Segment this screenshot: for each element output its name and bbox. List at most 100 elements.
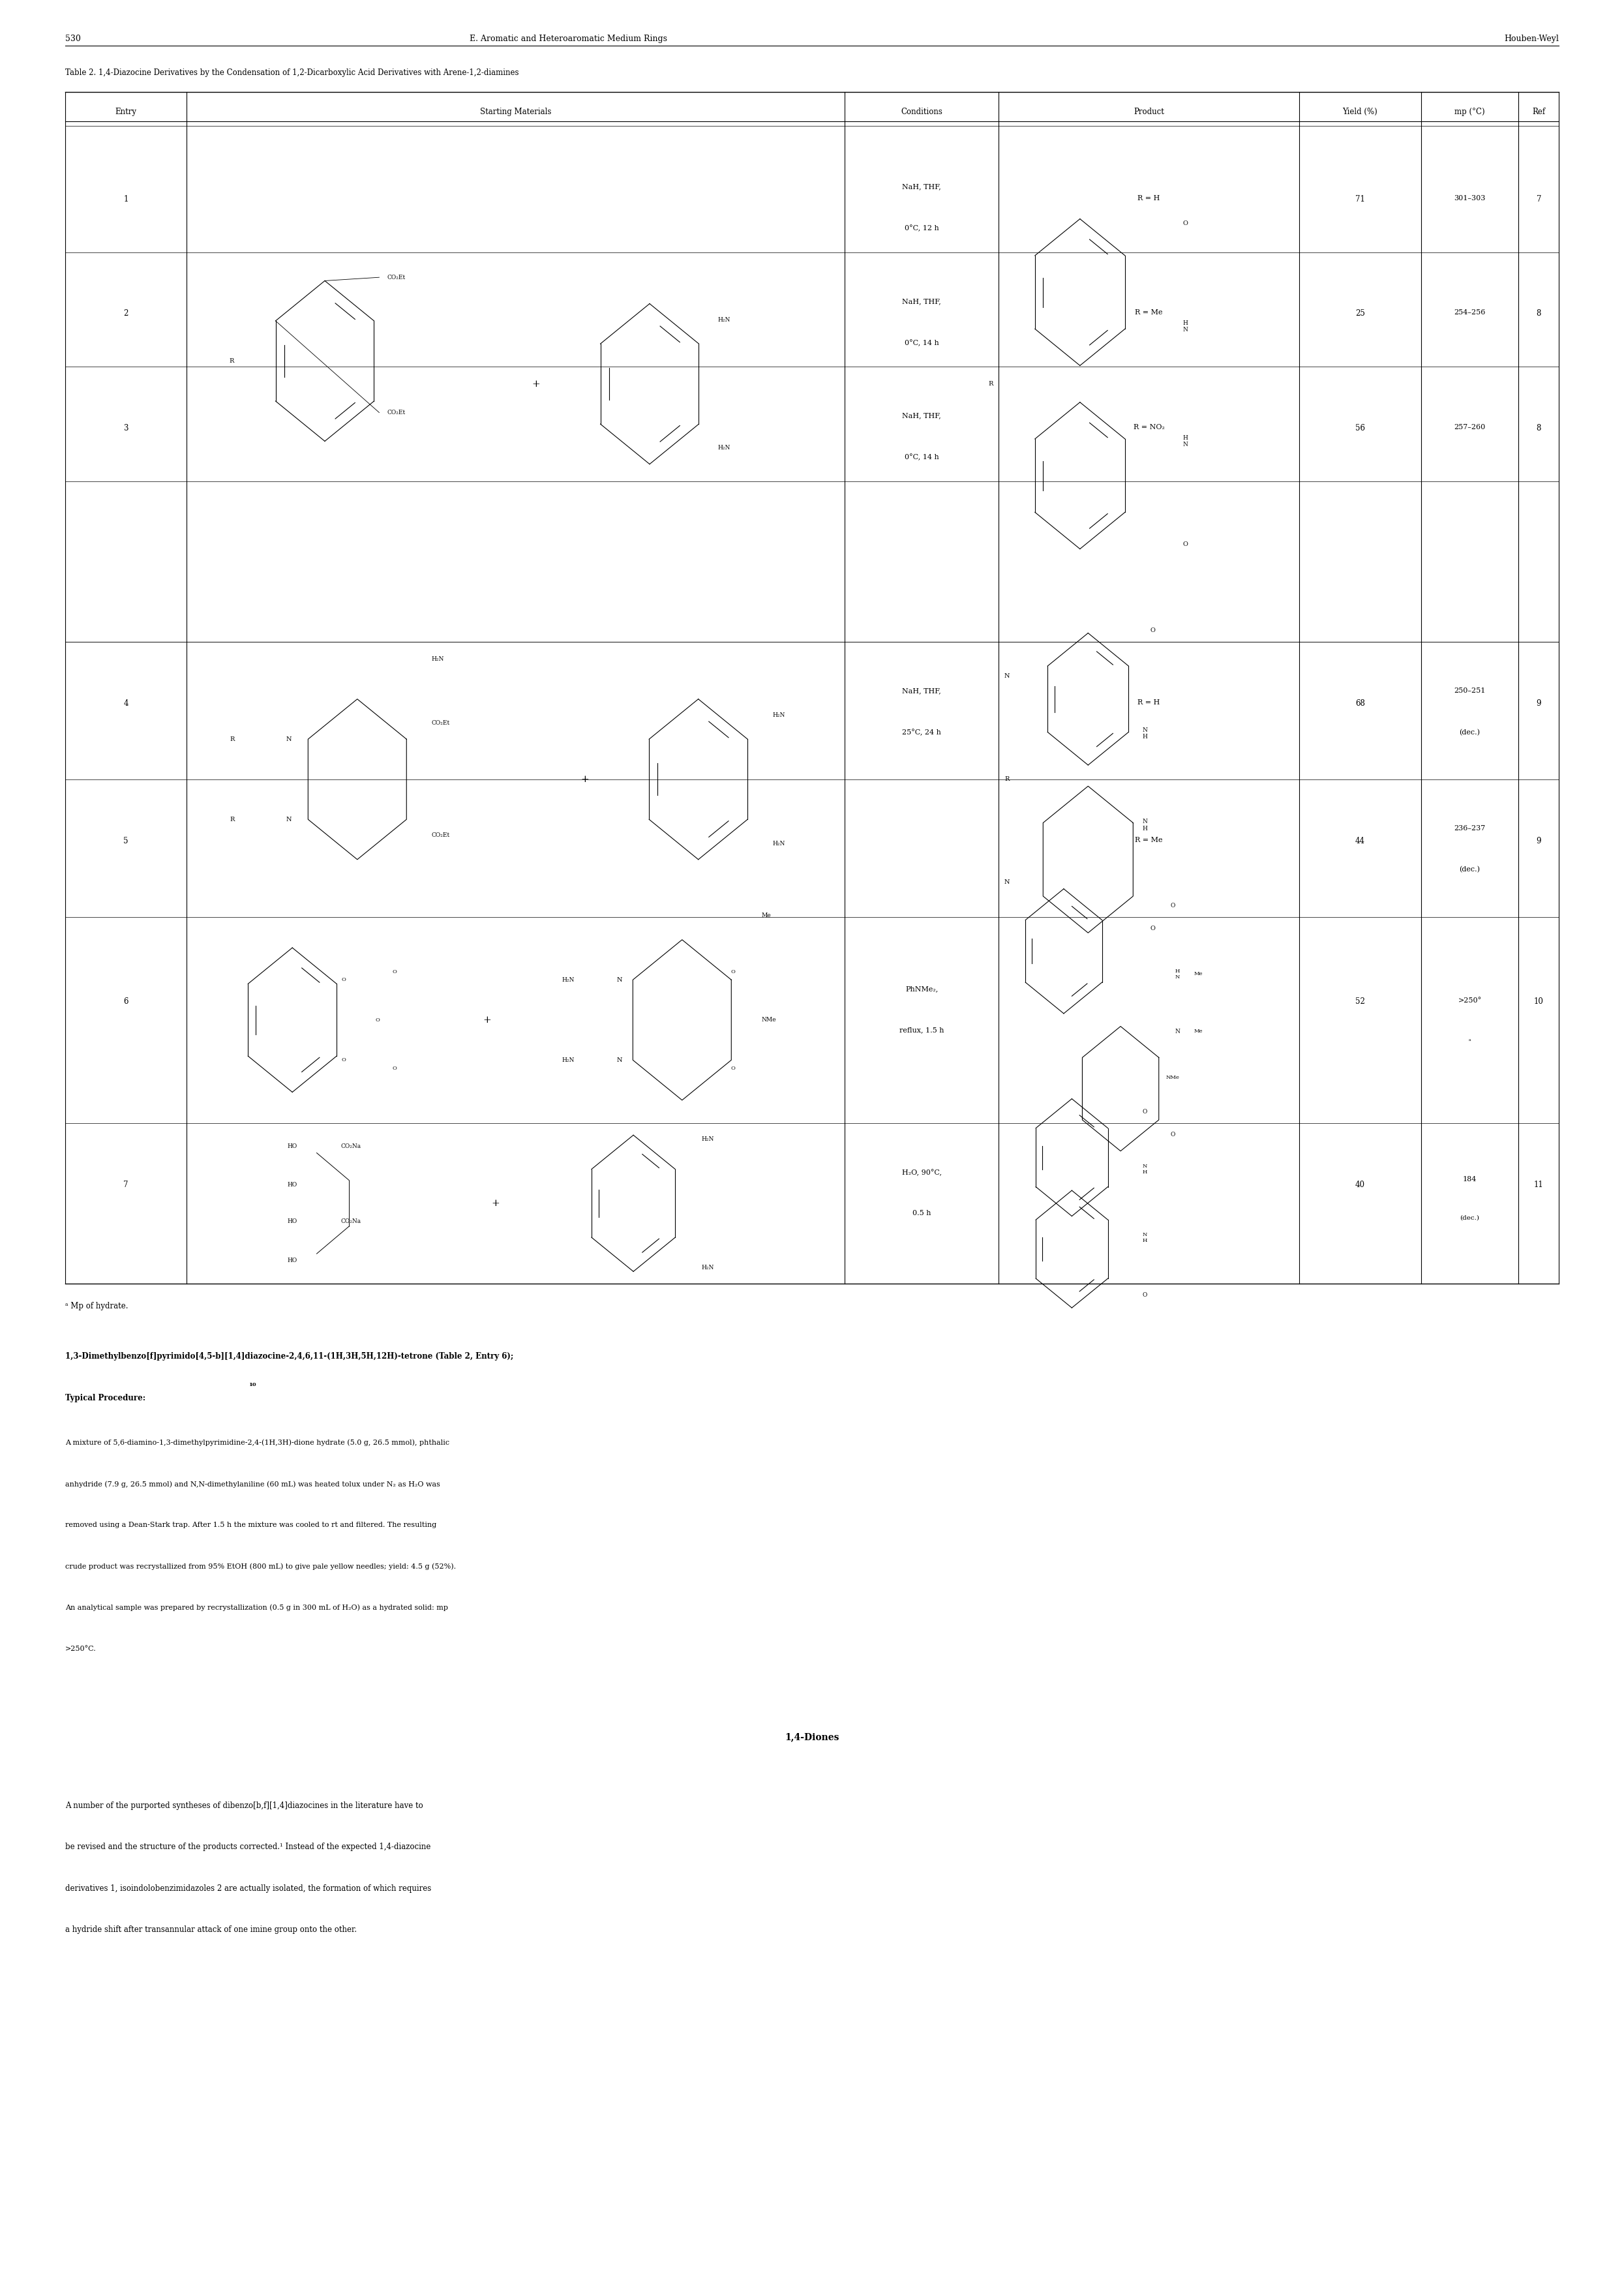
Text: H₂N: H₂N bbox=[432, 656, 443, 662]
Text: 56: 56 bbox=[1354, 424, 1366, 433]
Text: 44: 44 bbox=[1354, 837, 1366, 846]
Text: N: N bbox=[1174, 1029, 1181, 1034]
Text: H₂N: H₂N bbox=[562, 1057, 575, 1063]
Text: 9: 9 bbox=[1536, 837, 1541, 846]
Text: R: R bbox=[231, 816, 234, 823]
Text: O: O bbox=[1182, 541, 1189, 548]
Text: 0°C, 12 h: 0°C, 12 h bbox=[905, 225, 939, 231]
Text: 1,3-Dimethylbenzo[f]pyrimido[4,5-b][1,4]diazocine-2,4,6,11-(1H,3H,5H,12H)-tetron: 1,3-Dimethylbenzo[f]pyrimido[4,5-b][1,4]… bbox=[65, 1352, 513, 1361]
Text: H
N: H N bbox=[1176, 970, 1179, 979]
Text: H₂N: H₂N bbox=[718, 316, 731, 323]
Text: H₂N: H₂N bbox=[702, 1137, 715, 1141]
Text: Table 2. 1,4-Diazocine Derivatives by the Condensation of 1,2-Dicarboxylic Acid : Table 2. 1,4-Diazocine Derivatives by th… bbox=[65, 69, 518, 78]
Text: N
H: N H bbox=[1143, 1233, 1147, 1242]
Text: HO: HO bbox=[287, 1144, 297, 1148]
Text: 71: 71 bbox=[1356, 195, 1364, 204]
Text: A mixture of 5,6-diamino-1,3-dimethylpyrimidine-2,4-(1H,3H)-dione hydrate (5.0 g: A mixture of 5,6-diamino-1,3-dimethylpyr… bbox=[65, 1439, 450, 1446]
Text: N: N bbox=[617, 1057, 622, 1063]
Text: 1,4-Diones: 1,4-Diones bbox=[784, 1733, 840, 1742]
Text: N: N bbox=[617, 976, 622, 983]
Text: O: O bbox=[1171, 903, 1174, 908]
Text: 8: 8 bbox=[1536, 424, 1541, 433]
Text: H
N: H N bbox=[1182, 321, 1189, 332]
Text: 68: 68 bbox=[1356, 699, 1364, 708]
Text: 0.5 h: 0.5 h bbox=[913, 1210, 931, 1217]
Text: NMe: NMe bbox=[1166, 1075, 1179, 1080]
Text: 7: 7 bbox=[1536, 195, 1541, 204]
Text: O: O bbox=[1171, 1132, 1174, 1137]
Text: anhydride (7.9 g, 26.5 mmol) and N,N-dimethylaniline (60 mL) was heated tolux un: anhydride (7.9 g, 26.5 mmol) and N,N-dim… bbox=[65, 1481, 440, 1488]
Text: R: R bbox=[231, 736, 234, 743]
Text: mp (°C): mp (°C) bbox=[1455, 108, 1484, 117]
Text: ᵃ: ᵃ bbox=[1468, 1038, 1471, 1045]
Text: R: R bbox=[989, 380, 992, 387]
Text: Conditions: Conditions bbox=[901, 108, 942, 117]
Text: H
N: H N bbox=[1182, 435, 1189, 447]
Text: O: O bbox=[731, 970, 736, 974]
Text: 10: 10 bbox=[1535, 997, 1543, 1006]
Text: Ref: Ref bbox=[1531, 108, 1546, 117]
Text: CO₂Et: CO₂Et bbox=[388, 410, 406, 415]
Text: H₂N: H₂N bbox=[718, 445, 731, 452]
Text: +: + bbox=[531, 380, 541, 387]
Text: H₂N: H₂N bbox=[773, 713, 784, 717]
Text: CO₂Na: CO₂Na bbox=[341, 1144, 361, 1148]
Text: reflux, 1.5 h: reflux, 1.5 h bbox=[900, 1027, 944, 1034]
Text: O: O bbox=[341, 1057, 346, 1063]
Text: 10: 10 bbox=[248, 1382, 257, 1387]
Text: 254–256: 254–256 bbox=[1453, 309, 1486, 316]
Text: 0°C, 14 h: 0°C, 14 h bbox=[905, 454, 939, 461]
Text: O: O bbox=[393, 1066, 396, 1070]
Text: a hydride shift after transannular attack of one imine group onto the other.: a hydride shift after transannular attac… bbox=[65, 1925, 357, 1934]
Text: derivatives 1, isoindolobenzimidazoles 2 are actually isolated, the formation of: derivatives 1, isoindolobenzimidazoles 2… bbox=[65, 1884, 430, 1893]
Text: NaH, THF,: NaH, THF, bbox=[903, 298, 940, 305]
Text: N: N bbox=[1004, 674, 1010, 678]
Text: NaH, THF,: NaH, THF, bbox=[903, 688, 940, 694]
Text: N: N bbox=[286, 736, 292, 743]
Text: HO: HO bbox=[287, 1258, 297, 1263]
Text: 4: 4 bbox=[123, 699, 128, 708]
Text: N
H: N H bbox=[1143, 1164, 1147, 1174]
Text: R = H: R = H bbox=[1138, 195, 1160, 202]
Text: +: + bbox=[490, 1199, 500, 1208]
Text: N: N bbox=[286, 816, 292, 823]
Text: CO₂Et: CO₂Et bbox=[432, 832, 450, 839]
Text: (dec.): (dec.) bbox=[1460, 729, 1479, 736]
Text: NMe: NMe bbox=[762, 1018, 776, 1022]
Text: 40: 40 bbox=[1354, 1180, 1366, 1190]
Text: 3: 3 bbox=[123, 424, 128, 433]
Text: O: O bbox=[393, 970, 396, 974]
Text: Entry: Entry bbox=[115, 108, 136, 117]
Text: +: + bbox=[580, 775, 590, 784]
Text: N: N bbox=[1004, 880, 1010, 885]
Text: Yield (%): Yield (%) bbox=[1343, 108, 1377, 117]
Text: 236–237: 236–237 bbox=[1453, 825, 1486, 832]
Text: Houben-Weyl: Houben-Weyl bbox=[1504, 34, 1559, 44]
Text: removed using a Dean-Stark trap. After 1.5 h the mixture was cooled to rt and fi: removed using a Dean-Stark trap. After 1… bbox=[65, 1522, 437, 1529]
Text: Typical Procedure:: Typical Procedure: bbox=[65, 1394, 145, 1403]
Text: H₂N: H₂N bbox=[702, 1265, 715, 1270]
Text: 530: 530 bbox=[65, 34, 81, 44]
Text: O: O bbox=[1150, 926, 1156, 931]
Text: O: O bbox=[1143, 1109, 1147, 1114]
Text: Me: Me bbox=[762, 912, 771, 919]
Text: 7: 7 bbox=[123, 1180, 128, 1190]
Text: 8: 8 bbox=[1536, 309, 1541, 319]
Text: E. Aromatic and Heteroaromatic Medium Rings: E. Aromatic and Heteroaromatic Medium Ri… bbox=[469, 34, 667, 44]
Text: N
H: N H bbox=[1142, 818, 1148, 832]
Text: 301–303: 301–303 bbox=[1453, 195, 1486, 202]
Text: 6: 6 bbox=[123, 997, 128, 1006]
Text: (dec.): (dec.) bbox=[1460, 1215, 1479, 1222]
Text: 1: 1 bbox=[123, 195, 128, 204]
Text: R = H: R = H bbox=[1138, 699, 1160, 706]
Text: Product: Product bbox=[1134, 108, 1164, 117]
Text: HO: HO bbox=[287, 1183, 297, 1187]
Text: CO₂Na: CO₂Na bbox=[341, 1219, 361, 1224]
Text: R = Me: R = Me bbox=[1135, 309, 1163, 316]
Text: ᵃ Mp of hydrate.: ᵃ Mp of hydrate. bbox=[65, 1302, 128, 1311]
Text: 25: 25 bbox=[1356, 309, 1364, 319]
Text: Me: Me bbox=[1194, 972, 1202, 976]
Text: R = NO₂: R = NO₂ bbox=[1134, 424, 1164, 431]
Text: (dec.): (dec.) bbox=[1460, 866, 1479, 873]
Text: 5: 5 bbox=[123, 837, 128, 846]
